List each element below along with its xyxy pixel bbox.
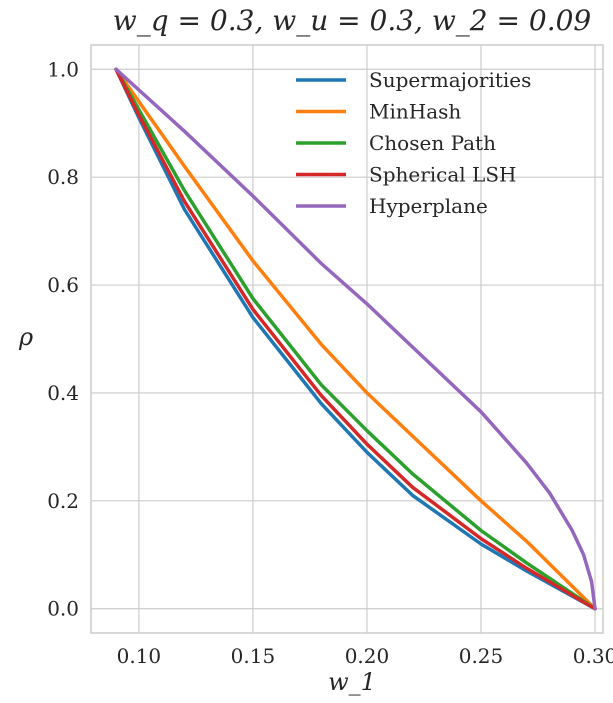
- series-line-4: [114, 67, 597, 611]
- legend-label: Hyperplane: [369, 194, 488, 218]
- x-tick-label: 0.10: [117, 644, 162, 668]
- series-line-3: [114, 67, 597, 611]
- y-tick-label: 0.6: [47, 273, 79, 297]
- series-line-2: [114, 67, 597, 611]
- y-axis-label: ρ: [18, 323, 33, 351]
- y-tick-label: 0.0: [47, 597, 79, 621]
- y-tick-label: 1.0: [47, 57, 79, 81]
- y-tick-label: 0.4: [47, 381, 79, 405]
- legend-label: Spherical LSH: [369, 163, 516, 187]
- y-tick-labels: 0.0 0.2 0.4 0.6 0.8 1.0: [47, 57, 79, 620]
- x-tick-label: 0.25: [459, 644, 504, 668]
- x-tick-label: 0.30: [573, 644, 613, 668]
- series-lines: [114, 67, 597, 611]
- x-axis-label: w_1: [328, 668, 376, 696]
- x-tick-label: 0.20: [345, 644, 390, 668]
- series-line-1: [114, 67, 597, 611]
- series-line-5: [114, 67, 597, 611]
- legend-label: Supermajorities: [369, 68, 531, 92]
- plot-area: [90, 44, 604, 634]
- y-tick-label: 0.8: [47, 165, 79, 189]
- x-tick-label: 0.15: [231, 644, 276, 668]
- legend-label: Chosen Path: [369, 131, 496, 155]
- legend: Supermajorities MinHash Chosen Path Spheric…: [296, 68, 531, 218]
- x-tick-labels: 0.10 0.15 0.20 0.25 0.30: [117, 644, 613, 668]
- y-tick-label: 0.2: [47, 489, 79, 513]
- legend-label: MinHash: [369, 100, 461, 124]
- chart-title: w_q = 0.3, w_u = 0.3, w_2 = 0.09: [113, 4, 591, 37]
